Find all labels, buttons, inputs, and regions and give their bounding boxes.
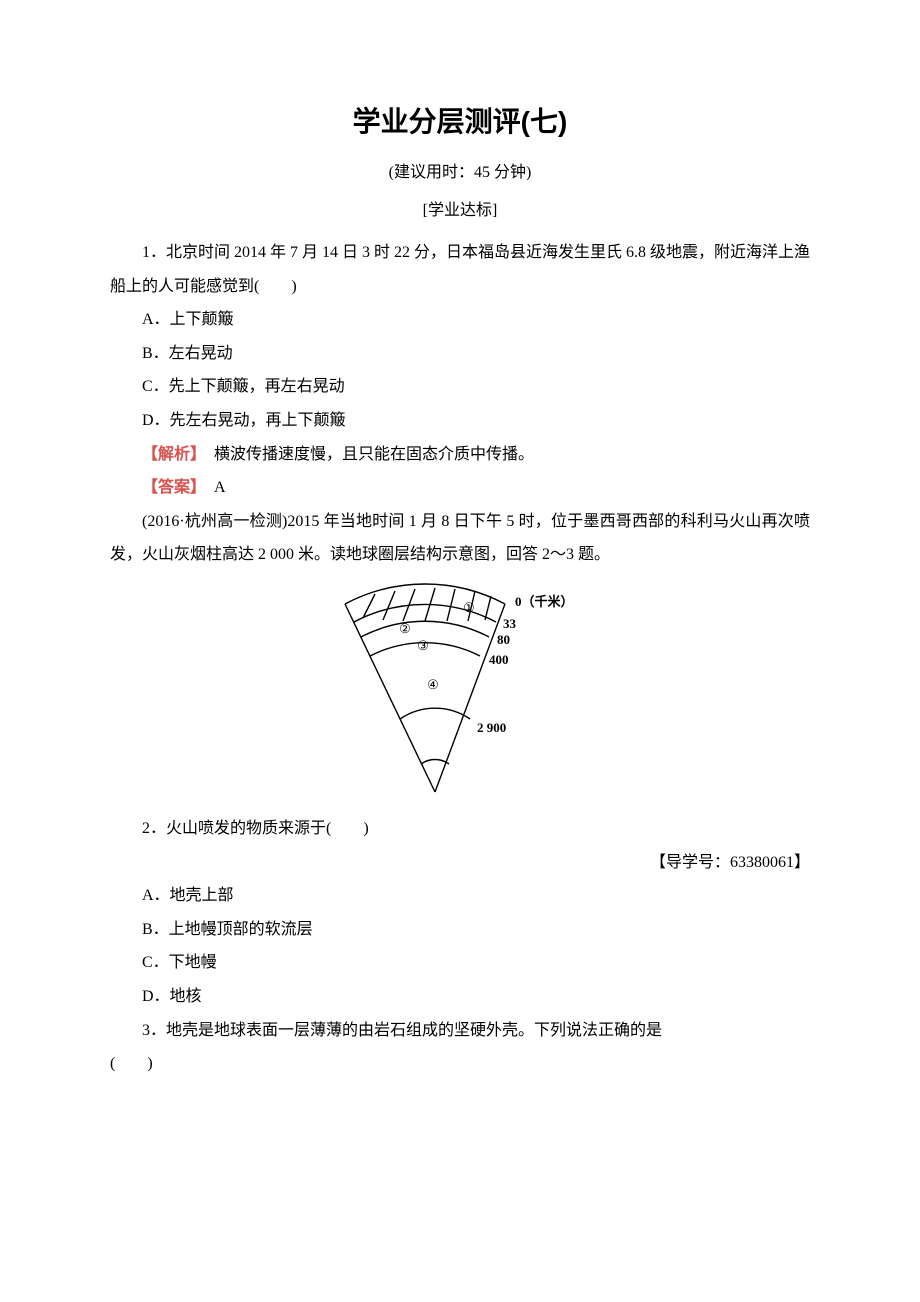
q1-option-d: D．先左右晃动，再上下颠簸	[110, 404, 810, 438]
q2-stem: 2．火山喷发的物质来源于( )	[110, 812, 810, 846]
q1-answer: 【答案】 A	[110, 471, 810, 505]
depth-33: 33	[503, 616, 517, 631]
q2-option-a: A．地壳上部	[110, 879, 810, 913]
depth-2900: 2 900	[477, 720, 506, 735]
passage: (2016·杭州高一检测)2015 年当地时间 1 月 8 日下午 5 时，位于…	[110, 505, 810, 572]
subtitle: (建议用时：45 分钟)	[110, 158, 810, 182]
page-title: 学业分层测评(七)	[110, 100, 810, 140]
q2-option-c: C．下地幔	[110, 946, 810, 980]
answer-text: A	[198, 479, 226, 496]
depth-0: 0（千米）	[515, 594, 574, 609]
earth-layers-diagram: ① ② ③ ④ 0（千米） 33 80 400 2 900	[110, 582, 810, 802]
diagram-label-3: ③	[417, 638, 429, 653]
diagram-label-1: ①	[463, 600, 475, 615]
q1-option-c: C．先上下颠簸，再左右晃动	[110, 370, 810, 404]
q3-stem-line1: 3．地壳是地球表面一层薄薄的由岩石组成的坚硬外壳。下列说法正确的是	[110, 1014, 810, 1048]
q2-option-b: B．上地幔顶部的软流层	[110, 913, 810, 947]
q3-stem-line2: ( )	[110, 1047, 810, 1081]
q1-option-a: A．上下颠簸	[110, 303, 810, 337]
q1-analysis: 【解析】 横波传播速度慢，且只能在固态介质中传播。	[110, 438, 810, 472]
diagram-label-2: ②	[399, 621, 411, 636]
q2-option-d: D．地核	[110, 980, 810, 1014]
q1-option-b: B．左右晃动	[110, 337, 810, 371]
analysis-label: 【解析】	[142, 446, 198, 463]
section-header: [学业达标]	[110, 196, 810, 220]
answer-label: 【答案】	[142, 479, 198, 496]
topic-number: 【导学号：63380061】	[110, 846, 810, 880]
diagram-label-4: ④	[427, 677, 439, 692]
depth-80: 80	[497, 632, 510, 647]
depth-400: 400	[489, 652, 509, 667]
analysis-text: 横波传播速度慢，且只能在固态介质中传播。	[198, 446, 534, 463]
q1-stem: 1．北京时间 2014 年 7 月 14 日 3 时 22 分，日本福岛县近海发…	[110, 236, 810, 303]
